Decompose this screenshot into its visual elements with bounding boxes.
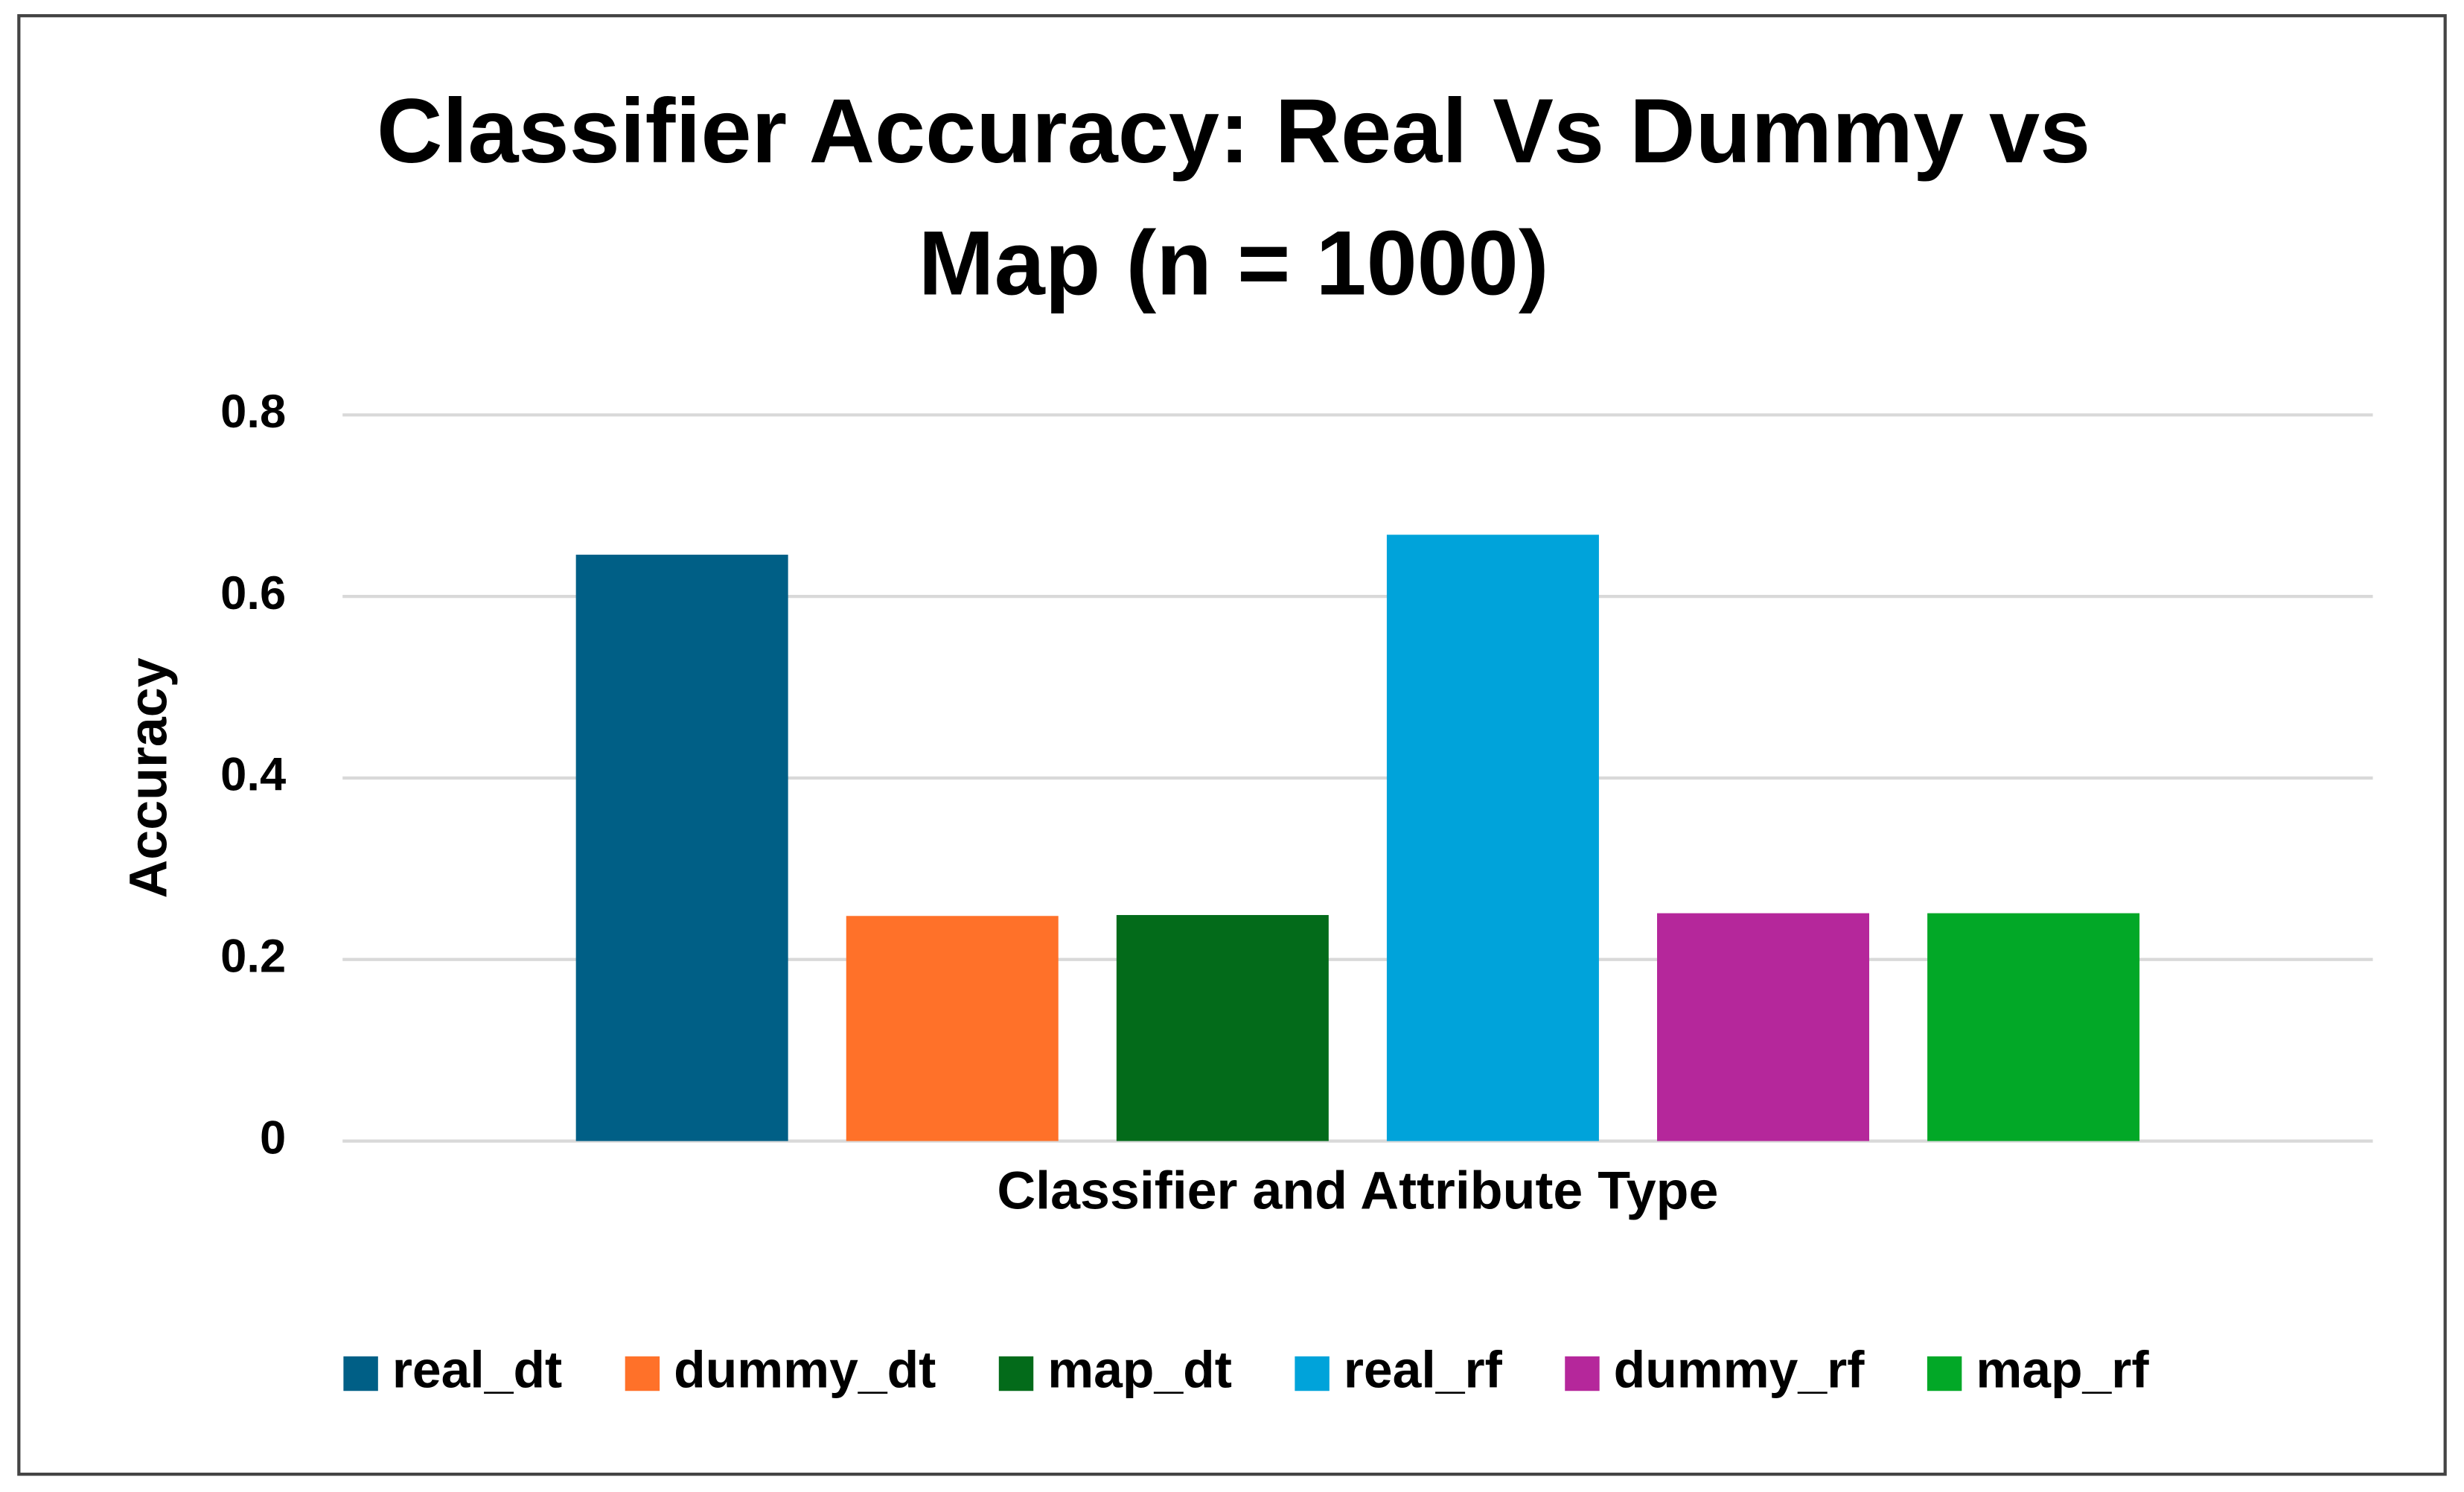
- x-axis-label: Classifier and Attribute Type: [997, 1161, 1718, 1220]
- legend-label: map_dt: [1047, 1340, 1232, 1398]
- y-tick-label: 0.2: [220, 931, 286, 983]
- y-axis-label: Accuracy: [119, 657, 179, 898]
- legend-label: map_rf: [1976, 1340, 2149, 1398]
- legend-swatch: [1927, 1356, 1962, 1391]
- legend-swatch: [343, 1356, 378, 1391]
- legend-label: dummy_dt: [674, 1340, 936, 1398]
- legend-label: dummy_rf: [1614, 1340, 1865, 1398]
- legend-swatch: [1565, 1356, 1600, 1391]
- y-tick-label: 0.8: [220, 386, 286, 438]
- legend-swatch: [998, 1356, 1034, 1391]
- bar: [1386, 535, 1599, 1141]
- bar: [1116, 915, 1329, 1141]
- legend-swatch: [625, 1356, 660, 1391]
- legend-swatch: [1295, 1356, 1330, 1391]
- chart-title: Classifier Accuracy: Real Vs Dummy vs: [377, 80, 2090, 182]
- bar: [1927, 913, 2140, 1141]
- bar: [1657, 913, 1869, 1141]
- chart-title: Map (n = 1000): [919, 211, 1549, 313]
- bar: [575, 555, 788, 1141]
- chart-border: [17, 14, 2447, 1476]
- y-tick-label: 0.4: [220, 749, 286, 801]
- y-tick-label: 0: [260, 1112, 286, 1164]
- legend-label: real_rf: [1344, 1340, 1503, 1398]
- legend-label: real_dt: [392, 1340, 562, 1398]
- bar: [846, 916, 1059, 1141]
- y-tick-label: 0.6: [220, 567, 286, 619]
